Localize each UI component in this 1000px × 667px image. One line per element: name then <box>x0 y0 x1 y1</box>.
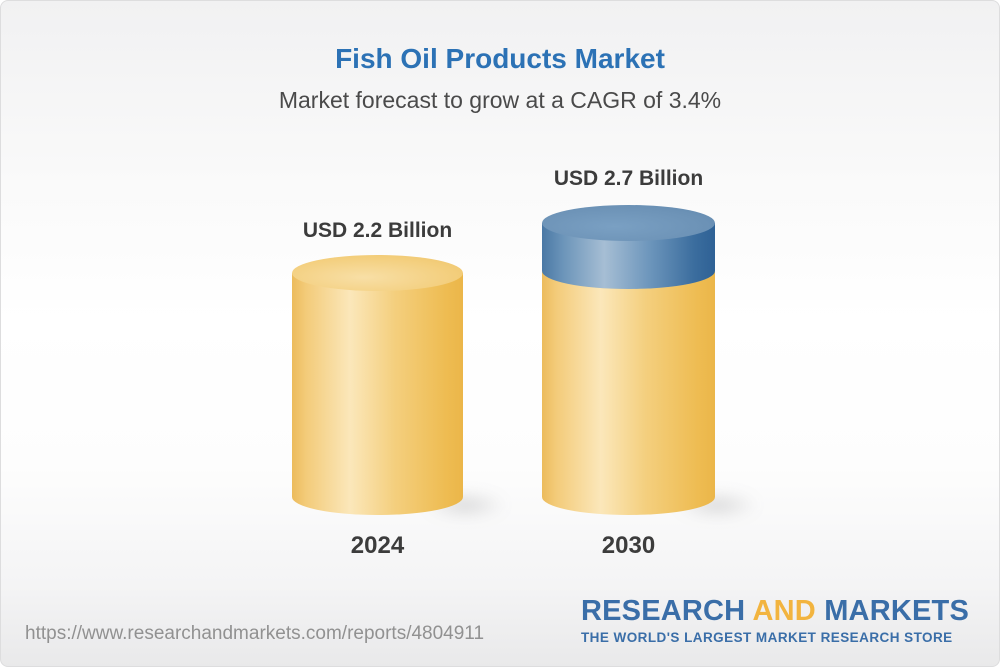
growth-cap-top-face-2030 <box>542 205 715 241</box>
logo-word-research: RESEARCH <box>580 595 746 627</box>
chart-title: Fish Oil Products Market <box>335 43 665 74</box>
bar-top-face-2024 <box>292 255 463 291</box>
bar-cylinder-2030 <box>542 205 777 525</box>
logo-word-markets: MARKETS <box>824 595 969 627</box>
bar-cylinder-2024 <box>292 255 525 525</box>
bar-body-2024 <box>292 273 463 515</box>
bar-body-2030 <box>542 271 715 515</box>
value-label-2030: USD 2.7 Billion <box>553 167 704 190</box>
year-label-2024: 2024 <box>350 532 405 559</box>
logo-wordmark: RESEARCH AND MARKETS <box>581 597 969 626</box>
report-url: https://www.researchandmarkets.com/repor… <box>25 623 485 644</box>
logo-tagline: THE WORLD'S LARGEST MARKET RESEARCH STOR… <box>580 630 953 645</box>
logo-word-and: AND <box>752 595 816 627</box>
year-label-2030: 2030 <box>601 532 656 559</box>
brand-logo: RESEARCH AND MARKETS THE WORLD'S LARGEST… <box>581 597 969 645</box>
value-label-2024: USD 2.2 Billion <box>302 219 453 242</box>
chart-subtitle: Market forecast to grow at a CAGR of 3.4… <box>278 87 722 113</box>
